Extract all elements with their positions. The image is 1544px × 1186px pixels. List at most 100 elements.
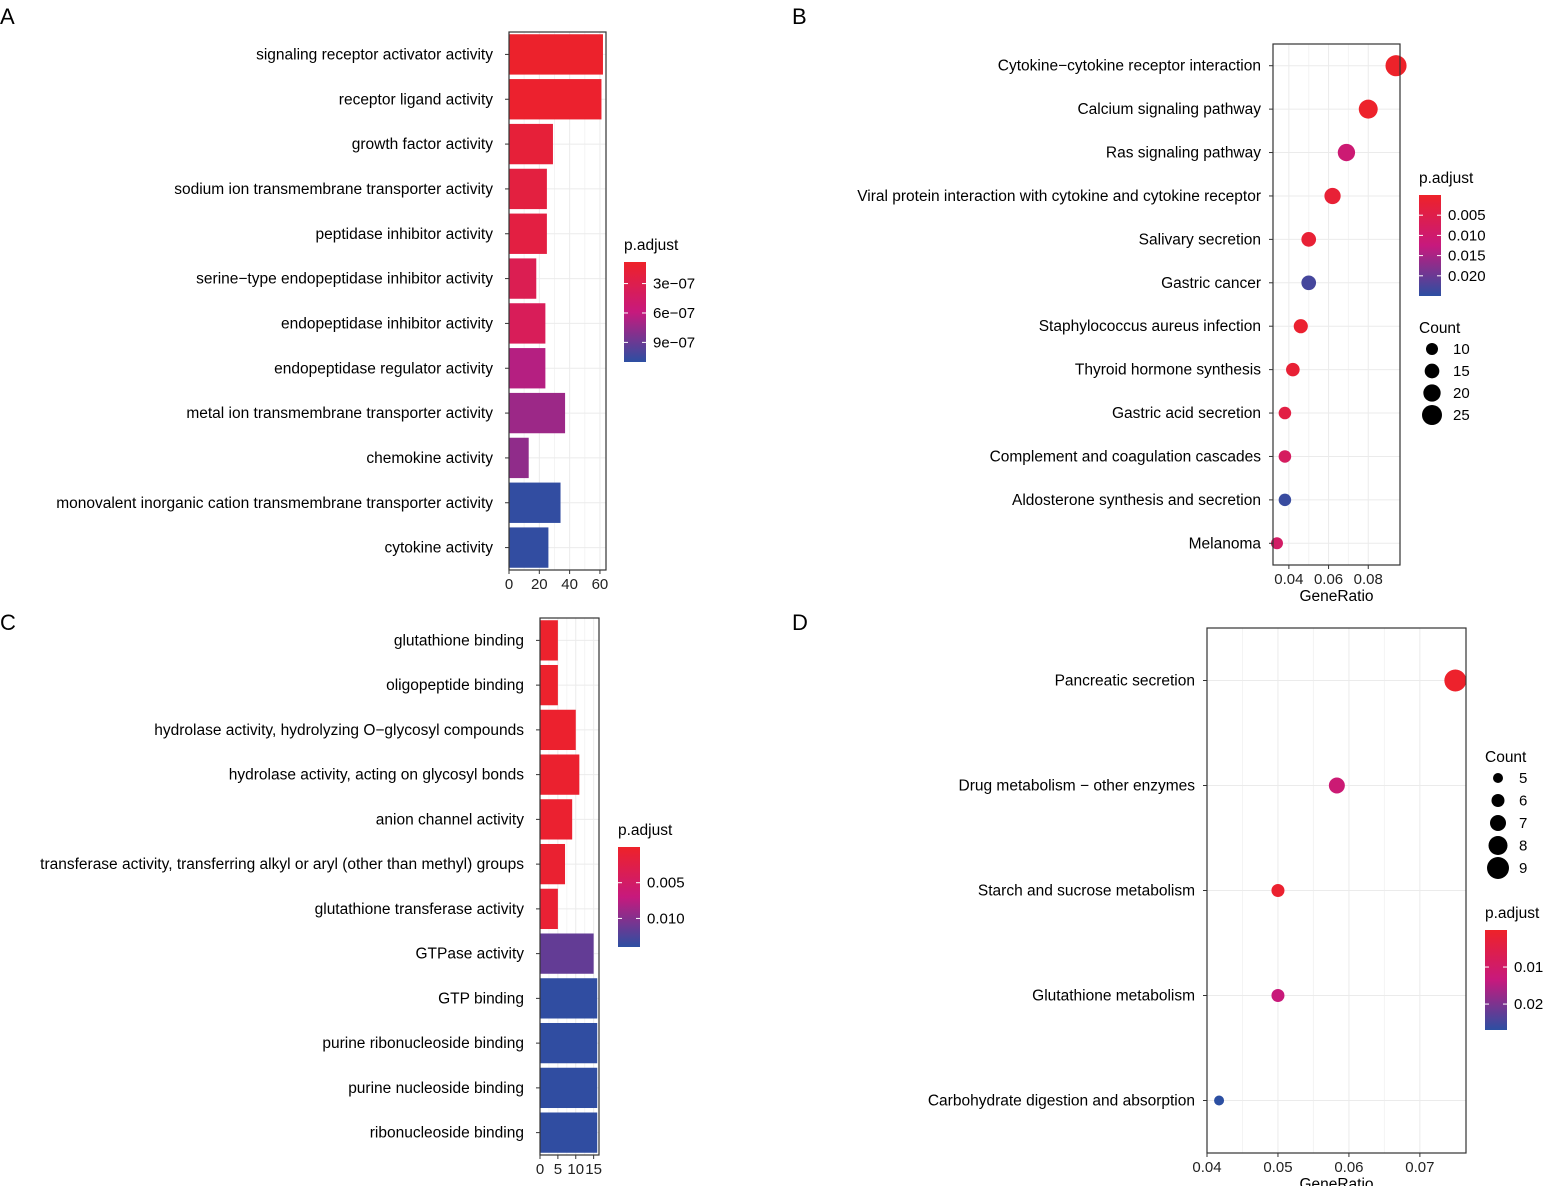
panel-b-point-melanoma — [1270, 537, 1283, 550]
panel-c-bar-glutathione-transferase-activity — [540, 888, 558, 930]
panel-d-size-legend-key — [1487, 857, 1509, 879]
panel-d-point-pancreatic-secretion — [1444, 669, 1467, 692]
panel-b-colorbar-label: 0.015 — [1448, 248, 1486, 265]
panel-a-category-label: metal ion transmembrane transporter acti… — [186, 405, 493, 422]
panel-c-category-label: glutathione transferase activity — [315, 901, 525, 918]
panel-b-point-calcium-signaling-pathway — [1358, 99, 1378, 119]
panel-d-panel-border — [1206, 627, 1467, 1154]
panel-letter-b: B — [792, 4, 807, 29]
panel-a-bar-chemokine-activity — [509, 437, 529, 479]
panel-c-plot-background — [540, 618, 599, 1155]
panel-a-category-label: sodium ion transmembrane transporter act… — [174, 181, 493, 198]
panel-c-panel-border — [539, 617, 600, 1156]
panel-a-bar-signaling-receptor-activator-activity — [509, 34, 603, 75]
panel-b-point-complement-and-coagulation-cascades — [1278, 450, 1292, 463]
panel-c-x-tick-label: 5 — [554, 1161, 562, 1178]
panel-c-category-label: glutathione binding — [394, 632, 524, 649]
panel-b-category-label: Melanoma — [1189, 535, 1262, 552]
panel-a-panel-border — [508, 31, 607, 571]
panel-a-category-label: chemokine activity — [366, 450, 493, 467]
panel-d-size-legend-label: 7 — [1519, 815, 1527, 832]
panel-b-x-tick-label: 0.06 — [1314, 571, 1343, 588]
panel-d-x-tick-label: 0.05 — [1263, 1159, 1292, 1176]
panel-b-point-staphylococcus-aureus-infection — [1293, 319, 1308, 334]
panel-b-category-label: Gastric acid secretion — [1112, 405, 1261, 422]
panel-a-bar-metal-ion-transmembrane-transporter-activity — [509, 392, 566, 434]
panel-a-x-tick-label: 20 — [531, 576, 548, 593]
panel-d-x-tick-label: 0.06 — [1334, 1159, 1363, 1176]
panel-a-category-label: endopeptidase inhibitor activity — [281, 315, 493, 332]
panel-a-legend-title: p.adjust — [624, 237, 679, 254]
panel-c-bar-hydrolase-activity-acting-on-glycosyl-bonds — [540, 754, 580, 795]
panel-d-category-label: Starch and sucrose metabolism — [978, 883, 1195, 900]
panel-d-x-tick-label: 0.07 — [1405, 1159, 1434, 1176]
panel-b-point-thyroid-hormone-synthesis — [1286, 362, 1300, 377]
panel-a-bar-peptidase-inhibitor-activity — [509, 213, 547, 254]
panel-a-category-label: monovalent inorganic cation transmembran… — [56, 495, 493, 512]
panel-b-category-label: Staphylococcus aureus infection — [1039, 318, 1261, 335]
panel-d-size-legend-label: 9 — [1519, 860, 1527, 877]
panel-b-colorbar-label: 0.010 — [1448, 227, 1486, 244]
panel-d-category-label: Drug metabolism − other enzymes — [959, 778, 1196, 795]
panel-b-size-legend-label: 25 — [1453, 407, 1470, 424]
panel-c-category-label: purine nucleoside binding — [348, 1080, 524, 1097]
panel-b-size-legend-key — [1424, 363, 1440, 379]
panel-b-point-gastric-acid-secretion — [1278, 406, 1292, 420]
panel-d-size-legend-key — [1493, 773, 1503, 783]
panel-b-size-legend-key — [1422, 405, 1442, 425]
panel-c-colorbar — [618, 847, 640, 947]
panel-a-bar-endopeptidase-inhibitor-activity — [509, 303, 546, 344]
panel-c-category-label: hydrolase activity, acting on glycosyl b… — [229, 767, 524, 784]
panel-a-colorbar-label: 3e−07 — [653, 276, 695, 293]
panel-b-x-tick-label: 0.04 — [1274, 571, 1303, 588]
panel-d-size-legend-label: 8 — [1519, 838, 1527, 855]
panel-a-colorbar-label: 6e−07 — [653, 305, 695, 322]
panel-b-category-label: Viral protein interaction with cytokine … — [857, 188, 1261, 205]
panel-b-point-gastric-cancer — [1301, 275, 1317, 291]
panel-d-size-legend-key — [1490, 815, 1506, 831]
panel-a-colorbar — [624, 262, 646, 362]
panel-c-category-label: hydrolase activity, hydrolyzing O−glycos… — [154, 722, 524, 739]
panel-a-go-bar-chart: signaling receptor activator activity rec… — [56, 31, 695, 593]
panel-b-colorbar — [1419, 195, 1441, 296]
panel-b-kegg-dot-plot: Cytokine−cytokine receptor interaction Ca… — [857, 43, 1486, 605]
panel-a-category-label: peptidase inhibitor activity — [316, 226, 494, 243]
panel-a-category-label: growth factor activity — [352, 136, 494, 153]
panel-a-category-label: endopeptidase regulator activity — [274, 360, 493, 377]
panel-d-point-starch-and-sucrose-metabolism — [1271, 884, 1285, 897]
panel-c-bar-hydrolase-activity-hydrolyzing-o-glycosyl-compounds — [540, 709, 576, 751]
panel-a-x-tick-label: 60 — [592, 576, 609, 593]
panel-b-panel-border — [1272, 43, 1401, 566]
panel-letter-c: C — [0, 610, 16, 635]
panel-c-category-label: anion channel activity — [376, 811, 524, 828]
panel-b-point-salivary-secretion — [1301, 232, 1317, 247]
panel-b-category-label: Cytokine−cytokine receptor interaction — [998, 58, 1261, 75]
panel-c-legend-title: p.adjust — [618, 822, 673, 839]
panel-d-category-label: Pancreatic secretion — [1055, 673, 1195, 690]
panel-d-colorbar — [1485, 930, 1507, 1030]
panel-a-category-label: signaling receptor activator activity — [256, 46, 493, 63]
panel-c-category-label: transferase activity, transferring alkyl… — [40, 856, 524, 873]
panel-b-colorbar-label: 0.005 — [1448, 207, 1486, 224]
panel-d-size-legend-label: 5 — [1519, 770, 1527, 787]
panel-letter-d: D — [792, 610, 808, 635]
panel-a-bar-receptor-ligand-activity — [509, 79, 602, 120]
panel-a-category-label: cytokine activity — [384, 540, 493, 557]
panel-b-point-aldosterone-synthesis-and-secretion — [1278, 493, 1292, 507]
panel-d-size-legend-key — [1488, 836, 1508, 855]
panel-c-bar-oligopeptide-binding — [540, 664, 558, 706]
panel-d-point-carbohydrate-digestion-and-absorption — [1214, 1095, 1225, 1106]
panel-b-size-legend-label: 15 — [1453, 363, 1470, 380]
panel-b-category-label: Thyroid hormone synthesis — [1075, 362, 1261, 379]
panel-b-x-axis-title: GeneRatio — [1299, 588, 1373, 605]
panel-a-plot-background — [509, 32, 606, 570]
panel-b-size-legend-key — [1426, 343, 1438, 355]
panel-a-bar-monovalent-inorganic-cation-transmembrane-transporter-activity — [509, 482, 561, 523]
panel-d-x-tick-label: 0.04 — [1192, 1159, 1221, 1176]
panel-c-bar-anion-channel-activity — [540, 799, 573, 840]
panel-b-point-viral-protein-interaction-with-cytokine-and-cytokine-receptor — [1324, 187, 1341, 205]
panel-d-point-glutathione-metabolism — [1271, 989, 1285, 1002]
panel-c-category-label: GTP binding — [438, 990, 524, 1007]
panel-a-x-tick-label: 0 — [505, 576, 513, 593]
